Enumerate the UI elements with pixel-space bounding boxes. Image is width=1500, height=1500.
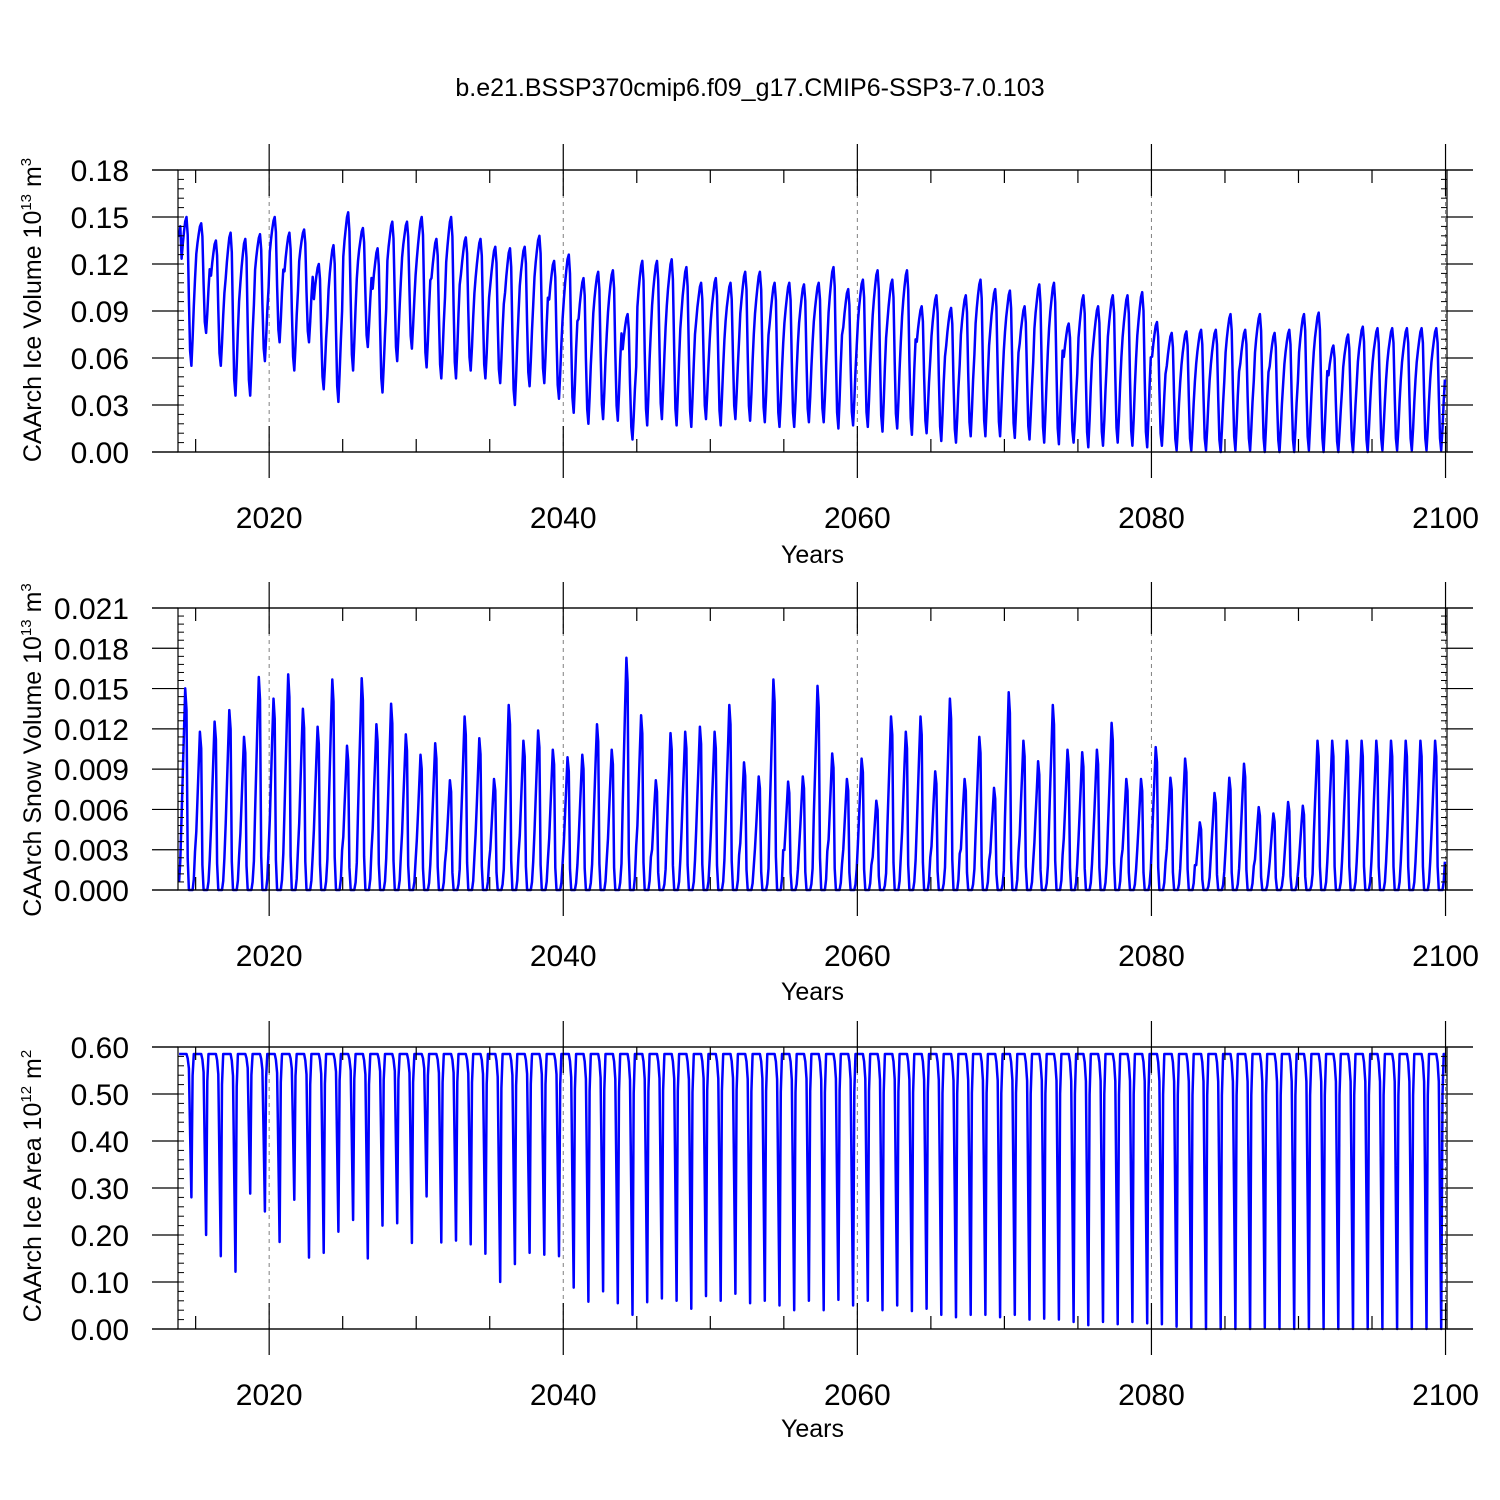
p1-xtick-label: 2020 (236, 502, 303, 535)
p3-series-line (179, 1052, 1445, 1331)
panel-1: 0.00 0.03 0.06 0.09 0.12 0.15 0.18 2020 2040 2060… (18, 144, 1479, 569)
p1-series-line (177, 211, 1447, 454)
p3-x-axis-label: Years (781, 1415, 844, 1443)
p2-ytick-label: 0.003 (54, 835, 129, 868)
p3-ytick-label: 0.10 (71, 1267, 129, 1300)
p1-xtick-label: 2100 (1412, 502, 1479, 535)
panel-3: 0.00 0.10 0.20 0.30 0.40 0.50 0.60 2020 2040 2060… (18, 1021, 1479, 1443)
p1-ytick-label: 0.03 (71, 390, 129, 423)
p1-plot-frame (177, 169, 1448, 453)
p2-xtick-label: 2020 (236, 940, 303, 973)
p3-ytick-label: 0.00 (71, 1314, 129, 1347)
p1-xtick-label: 2080 (1118, 502, 1185, 535)
p2-ytick-label: 0.018 (54, 633, 129, 666)
p1-ytick-label: 0.09 (71, 296, 129, 329)
p2-ytick-label: 0.000 (54, 875, 129, 908)
p3-xtick-label: 2080 (1118, 1379, 1185, 1412)
p2-ytick-label: 0.009 (54, 754, 129, 787)
figure-title: b.e21.BSSP370cmip6.f09_g17.CMIP6-SSP3-7.… (455, 74, 1044, 102)
p3-ytick-label: 0.20 (71, 1220, 129, 1253)
p2-y-axis-label: CAArch Snow Volume 1013 m3 (18, 583, 47, 917)
p2-xtick-label: 2040 (530, 940, 597, 973)
p2-series-line (177, 656, 1447, 892)
p3-y-axis-label: CAArch Ice Area 1012 m2 (18, 1050, 47, 1322)
p3-ytick-label: 0.40 (71, 1126, 129, 1159)
p1-ytick-label: 0.18 (71, 155, 129, 188)
p2-xtick-label: 2060 (824, 940, 891, 973)
p2-ytick-label: 0.021 (54, 593, 129, 626)
p3-xtick-label: 2100 (1412, 1379, 1479, 1412)
p3-xtick-label: 2020 (236, 1379, 303, 1412)
p1-ytick-label: 0.15 (71, 202, 129, 235)
p3-ytick-label: 0.60 (71, 1032, 129, 1065)
p3-xtick-label: 2040 (530, 1379, 597, 1412)
p3-xtick-label: 2060 (824, 1379, 891, 1412)
p2-ytick-label: 0.015 (54, 674, 129, 707)
p2-x-axis-label: Years (781, 978, 844, 1006)
p1-x-axis-label: Years (781, 541, 844, 569)
p1-y-axis-label: CAArch Ice Volume 1013 m3 (18, 158, 47, 462)
p2-xtick-label: 2100 (1412, 940, 1479, 973)
p1-ytick-label: 0.06 (71, 343, 129, 376)
p3-ytick-label: 0.30 (71, 1173, 129, 1206)
panel-2: 0.000 0.003 0.006 0.009 0.012 0.015 0.018 0.021… (18, 582, 1479, 1006)
p3-ytick-label: 0.50 (71, 1079, 129, 1112)
p2-ytick-label: 0.006 (54, 794, 129, 827)
p2-ytick-label: 0.012 (54, 714, 129, 747)
p1-xtick-label: 2040 (530, 502, 597, 535)
p1-ytick-label: 0.00 (71, 437, 129, 470)
p1-ytick-label: 0.12 (71, 249, 129, 282)
p1-xtick-label: 2060 (824, 502, 891, 535)
p2-xtick-label: 2080 (1118, 940, 1185, 973)
